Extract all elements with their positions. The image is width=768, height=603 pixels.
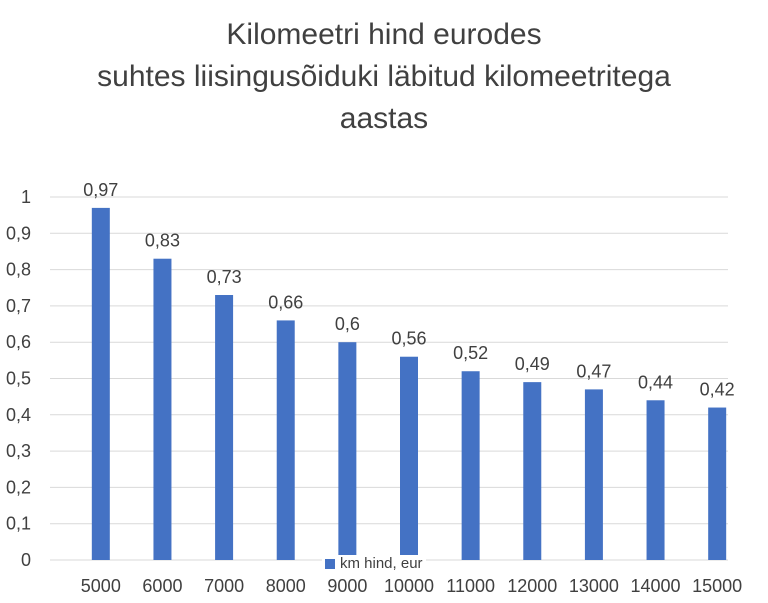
- bar: [584, 389, 603, 560]
- bar: [153, 258, 172, 560]
- data-label: 0,73: [207, 267, 242, 287]
- y-tick-label: 0,5: [6, 369, 31, 389]
- y-tick-label: 0,4: [6, 405, 31, 425]
- y-tick-label: 0,1: [6, 514, 31, 534]
- chart-title-line-1: Kilomeetri hind eurodes: [226, 18, 542, 51]
- x-tick-label: 14000: [631, 576, 681, 596]
- chart-title-line-3: aastas: [339, 102, 429, 135]
- x-tick-label: 9000: [327, 576, 367, 596]
- x-tick-label: 15000: [692, 576, 742, 596]
- data-label: 0,6: [335, 314, 360, 334]
- x-tick-label: 6000: [142, 576, 182, 596]
- bar: [276, 320, 295, 560]
- x-tick-label: 12000: [507, 576, 557, 596]
- data-label: 0,47: [576, 361, 611, 381]
- bar: [215, 295, 234, 560]
- data-label: 0,56: [391, 329, 426, 349]
- data-label: 0,49: [515, 354, 550, 374]
- x-tick-label: 13000: [569, 576, 619, 596]
- data-label: 0,83: [145, 231, 180, 251]
- x-tick-label: 7000: [204, 576, 244, 596]
- x-tick-label: 10000: [384, 576, 434, 596]
- legend-label: km hind, eur: [340, 555, 423, 572]
- y-tick-label: 0,7: [6, 296, 31, 316]
- y-tick-label: 0,9: [6, 223, 31, 243]
- data-label: 0,97: [83, 180, 118, 200]
- data-label: 0,44: [638, 372, 673, 392]
- data-label: 0,66: [268, 292, 303, 312]
- y-tick-label: 0,8: [6, 260, 31, 280]
- y-tick-label: 0,2: [6, 477, 31, 497]
- y-tick-label: 0,3: [6, 441, 31, 461]
- y-tick-label: 1: [21, 187, 31, 207]
- bar: [646, 400, 665, 560]
- bar: [523, 382, 542, 560]
- legend-swatch: [325, 558, 335, 569]
- bar: [461, 371, 480, 560]
- bar: [91, 207, 110, 560]
- bar: [338, 342, 357, 560]
- x-tick-label: 8000: [266, 576, 306, 596]
- y-tick-label: 0,6: [6, 332, 31, 352]
- data-label: 0,52: [453, 343, 488, 363]
- bar: [708, 407, 727, 560]
- data-label: 0,42: [700, 380, 735, 400]
- chart-title: Kilomeetri hind eurodes suhtes liisingus…: [0, 14, 768, 140]
- chart-title-line-2: suhtes liisingusõiduki läbitud kilomeetr…: [97, 60, 671, 93]
- bar: [400, 356, 418, 560]
- y-tick-label: 0: [21, 550, 31, 570]
- x-tick-label: 11000: [446, 576, 495, 596]
- legend: km hind, eur: [322, 555, 426, 572]
- x-tick-label: 5000: [81, 576, 121, 596]
